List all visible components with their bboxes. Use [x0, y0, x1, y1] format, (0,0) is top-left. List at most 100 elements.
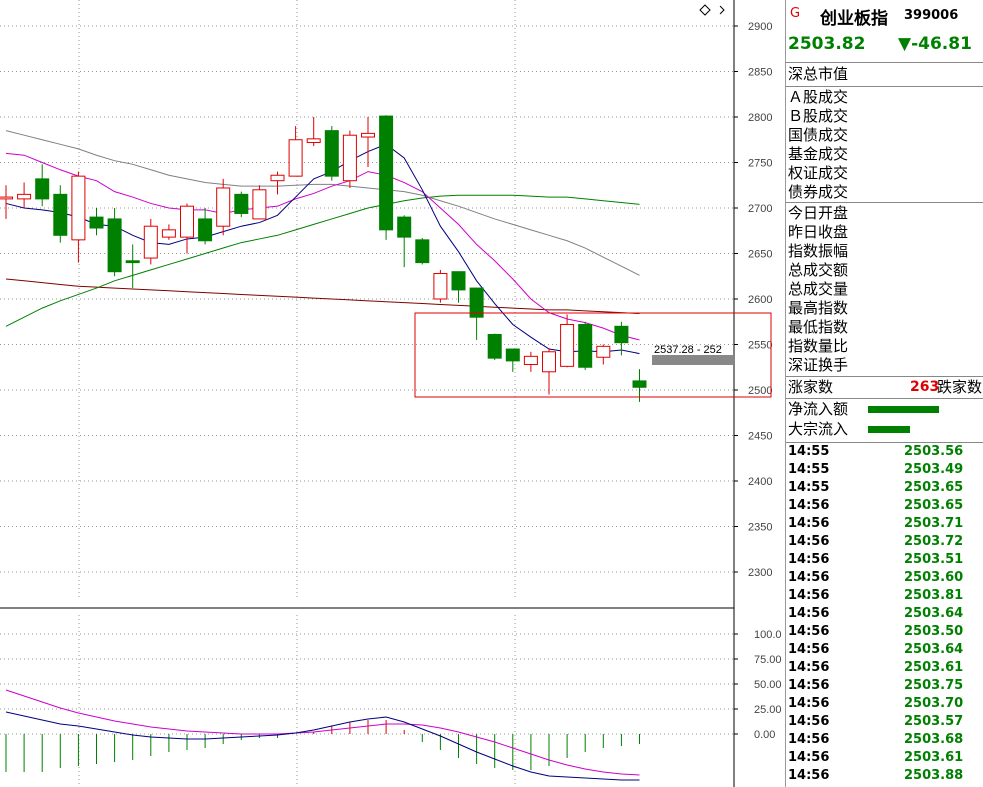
candle-body — [596, 345, 611, 358]
tick-time: 14:56 — [788, 642, 830, 657]
tick-value: 2503.60 — [904, 570, 964, 585]
candlestick-chart[interactable]: 2900 2850 2800 2750 2700 2650 2600 2550 2500 2450… — [0, 0, 785, 787]
tick-time: 14:56 — [788, 606, 830, 621]
stat-label: 总成交量 — [788, 280, 849, 298]
tick-row: 14:56 2503.81 — [786, 588, 983, 606]
tick-time: 14:56 — [788, 624, 830, 639]
candle-body — [71, 175, 86, 241]
tick-row: 14:55 2503.65 — [786, 480, 983, 498]
index-name: 创业板指 — [820, 9, 888, 29]
tick-time: 14:56 — [788, 570, 830, 585]
tick-value: 2503.70 — [904, 696, 964, 711]
candle-body — [379, 115, 394, 231]
candle-body — [0, 196, 13, 200]
candle-body — [216, 187, 231, 227]
tick-value: 2503.68 — [904, 732, 964, 747]
y-tick-label: 2700 — [748, 203, 772, 215]
tick-value: 2503.72 — [904, 534, 964, 549]
flow-section: 净流入额 大宗流入 — [786, 398, 983, 442]
quote-panel: G 创业板指 399006 2503.82 ▼-46.81 深总市值 Ａ股成交 Ｂ… — [785, 0, 983, 787]
y-tick-label: 2800 — [748, 112, 772, 124]
candle-body — [270, 174, 285, 182]
chevron-right-icon — [719, 5, 725, 15]
tick-time: 14:56 — [788, 534, 830, 549]
tick-row: 14:56 2503.68 — [786, 732, 983, 750]
candle-body — [469, 287, 484, 318]
candle-body — [288, 139, 303, 177]
price-change: ▼-46.81 — [898, 34, 972, 54]
tick-row: 14:56 2503.61 — [786, 660, 983, 678]
tick-row: 14:56 2503.50 — [786, 624, 983, 642]
tick-row: 14:56 2503.65 — [786, 498, 983, 516]
tick-time: 14:55 — [788, 462, 830, 477]
market-flag: G — [790, 6, 801, 21]
candle-body — [361, 132, 375, 138]
candle-body — [614, 325, 629, 344]
index-code: 399006 — [904, 8, 959, 23]
candle-body — [252, 189, 267, 220]
candle-body — [487, 333, 502, 359]
y-tick-label: 2350 — [748, 522, 772, 534]
stat-label: 最高指数 — [788, 299, 849, 317]
tick-value: 2503.64 — [904, 606, 964, 621]
main-pane — [0, 0, 734, 608]
stat-label: 指数振幅 — [788, 242, 849, 260]
candle-body — [415, 239, 430, 264]
range-label: 2537.28 - 252 — [654, 344, 722, 356]
candle-body — [53, 193, 68, 236]
tick-row: 14:56 2503.61 — [786, 750, 983, 768]
last-price: 2503.82 — [788, 34, 866, 54]
candle-body — [451, 271, 466, 291]
flow-label: 净流入额 — [788, 400, 849, 418]
market-cap-label: 深总市值 — [788, 65, 849, 83]
turnover-label: 权证成交 — [788, 164, 849, 182]
tick-time: 14:56 — [788, 732, 830, 747]
tick-value: 2503.71 — [904, 516, 964, 531]
tick-time: 14:56 — [788, 678, 830, 693]
candle-body — [342, 134, 357, 182]
tick-value: 2503.65 — [904, 498, 964, 513]
stat-label: 昨日收盘 — [788, 223, 849, 241]
tick-time: 14:55 — [788, 444, 830, 459]
stat-label: 今日开盘 — [788, 204, 849, 222]
decliners-count: 263 — [910, 379, 940, 395]
y-tick-label: 2900 — [748, 21, 772, 33]
candle-body — [107, 218, 122, 273]
flow-bar — [868, 406, 939, 413]
tick-value: 2503.81 — [904, 588, 964, 603]
tick-value: 2503.61 — [904, 660, 964, 675]
kline-chart-area[interactable]: 2900 2850 2800 2750 2700 2650 2600 2550 2500 2450… — [0, 0, 785, 787]
macd-y-tick-label: 50.00 — [754, 679, 782, 691]
tick-row: 14:56 2503.57 — [786, 714, 983, 732]
tick-row: 14:56 2503.64 — [786, 606, 983, 624]
breadth-section: 涨家数 263 跌家数 — [786, 376, 983, 398]
tick-row: 14:56 2503.88 — [786, 768, 983, 786]
candle-body — [433, 273, 448, 300]
tick-time: 14:56 — [788, 768, 830, 783]
candle-body — [324, 130, 339, 177]
macd-y-tick-label: 25.00 — [754, 704, 782, 716]
tick-time: 14:56 — [788, 498, 830, 513]
tick-list[interactable]: 14:55 2503.56 14:55 2503.49 14:55 2503.65 14:5… — [786, 442, 983, 787]
tick-row: 14:56 2503.60 — [786, 570, 983, 588]
ma10-line — [5, 152, 640, 341]
advancers-label: 涨家数 — [788, 378, 834, 396]
candle-body — [180, 205, 194, 238]
tick-time: 14:56 — [788, 516, 830, 531]
tick-value: 2503.65 — [904, 480, 964, 495]
flow-label: 大宗流入 — [788, 420, 849, 438]
tick-time: 14:56 — [788, 750, 830, 765]
tick-time: 14:56 — [788, 714, 830, 729]
candle-body — [125, 260, 140, 264]
candle-body — [234, 193, 249, 214]
tick-row: 14:55 2503.49 — [786, 462, 983, 480]
turnover-label: 基金成交 — [788, 145, 849, 163]
tick-row: 14:55 2503.56 — [786, 444, 983, 462]
candle-body — [542, 351, 556, 373]
macd-dea-line — [5, 689, 640, 776]
index-stats-section: 今日开盘 昨日收盘 指数振幅 总成交额 总成交量 最高指数 最低指数 指数量比 深证换手 — [786, 202, 983, 376]
turnover-label: 债券成交 — [788, 183, 849, 201]
quote-header: G 创业板指 399006 2503.82 ▼-46.81 — [786, 0, 983, 62]
tick-time: 14:56 — [788, 552, 830, 567]
tick-value: 2503.56 — [904, 444, 964, 459]
